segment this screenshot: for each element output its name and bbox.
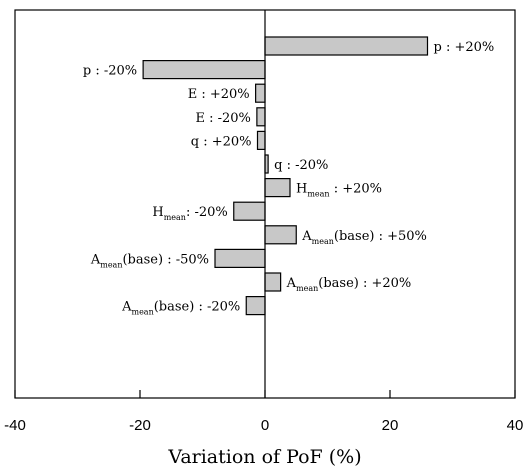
bar [264, 36, 429, 56]
bar-label: Amean(base) : +20% [286, 276, 412, 293]
bar [264, 178, 291, 198]
bar-label: Amean(base) : -50% [90, 252, 209, 269]
bar-label: Hmean: -20% [152, 205, 227, 222]
x-tick-label: 0 [261, 417, 269, 434]
bar-label: E : +20% [188, 87, 250, 102]
x-tick-label: -20 [129, 417, 151, 434]
x-tick-label: 20 [382, 417, 399, 434]
bar-labels-layer: p : +20% p : -20% E : +20% E : -20% q : +20%… [83, 40, 494, 317]
bar-label: p : +20% [434, 40, 495, 55]
bar-label: Amean(base) : -20% [121, 300, 240, 317]
bar [255, 83, 266, 103]
x-tick-label: 40 [507, 417, 524, 434]
bar-label: q : +20% [191, 134, 252, 149]
x-axis-label: Variation of PoF (%) [167, 446, 361, 468]
bar [142, 59, 266, 80]
bar [214, 248, 266, 268]
bar-label: p : -20% [83, 64, 137, 79]
bar [233, 201, 266, 221]
bars-layer [142, 36, 429, 316]
x-ticks-layer: -40 -20 0 20 40 [4, 390, 523, 434]
bar [256, 107, 266, 127]
bar-label: Amean(base) : +50% [301, 229, 427, 246]
bar-label: q : -20% [274, 158, 328, 173]
x-tick-label: -40 [4, 417, 26, 434]
bar [264, 272, 282, 292]
bar [264, 225, 297, 245]
bar [256, 130, 266, 150]
bar-label: Hmean : +20% [296, 182, 382, 199]
bar-label: E : -20% [195, 111, 250, 126]
bar [245, 296, 266, 316]
